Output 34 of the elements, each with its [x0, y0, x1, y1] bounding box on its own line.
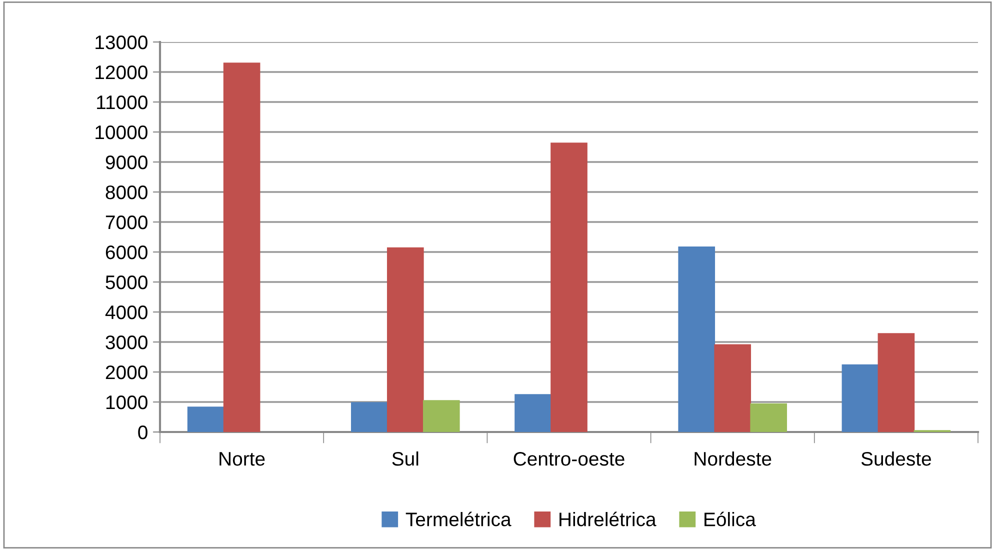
- x-tick-label: Nordeste: [694, 451, 772, 466]
- bar: [187, 406, 224, 432]
- y-tick-label: 1000: [106, 395, 148, 410]
- y-tick-label: 7000: [106, 215, 148, 230]
- bar: [223, 62, 260, 432]
- y-tick-label: 12000: [96, 65, 148, 80]
- bar: [422, 400, 460, 432]
- y-tick-label: 3000: [106, 335, 148, 350]
- bar: [514, 394, 552, 432]
- bar: [350, 402, 388, 432]
- x-tick-label: Centro-oeste: [514, 452, 624, 466]
- legend-label: Hidrelétrica: [560, 512, 656, 526]
- x-tick-label: Sudeste: [861, 451, 932, 466]
- bar: [550, 142, 588, 432]
- bar: [842, 364, 879, 432]
- bar: [750, 403, 788, 432]
- y-tick-label: 0: [138, 425, 148, 440]
- y-tick-label: 13000: [96, 35, 148, 50]
- x-tick-label: Norte: [220, 452, 265, 466]
- bar: [878, 333, 915, 432]
- y-tick-label: 5000: [106, 275, 148, 290]
- y-tick-label: 2000: [106, 365, 148, 380]
- y-tick-label: 8000: [106, 185, 148, 200]
- legend-label: Eólica: [704, 512, 756, 526]
- x-tick-label: Sul: [392, 451, 418, 466]
- bar: [386, 247, 424, 432]
- bar: [714, 344, 752, 432]
- y-tick-label: 6000: [106, 245, 148, 260]
- y-tick-label: 11000: [97, 95, 148, 110]
- y-tick-label: 4000: [105, 305, 148, 320]
- legend-label: Termelétrica: [406, 512, 512, 526]
- bar: [678, 246, 716, 432]
- y-tick-label: 9000: [106, 155, 148, 170]
- y-tick-label: 10000: [96, 125, 148, 140]
